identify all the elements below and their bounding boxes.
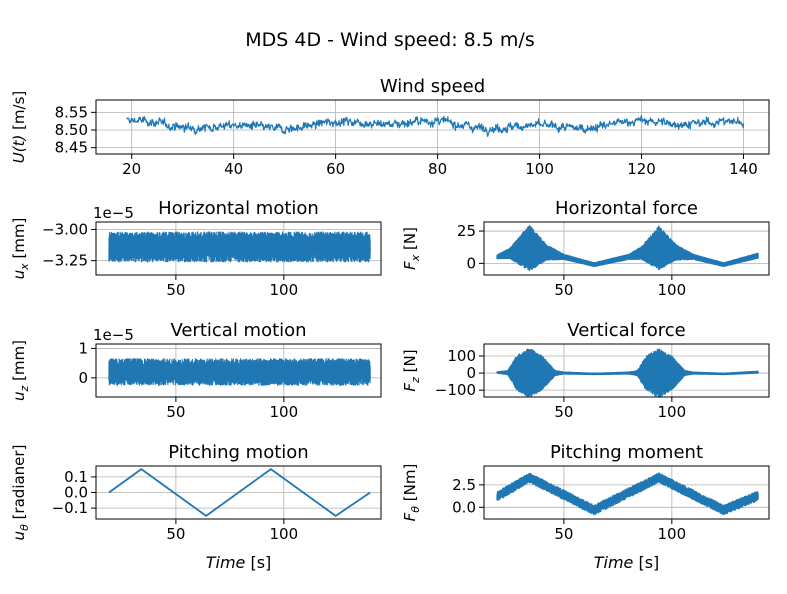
y-tick-label: 0 <box>78 369 88 387</box>
series-line-hforce <box>496 225 759 272</box>
y-tick-label: 100 <box>447 347 476 365</box>
y-tick-label: 0 <box>466 364 476 382</box>
axes-frame <box>95 99 770 155</box>
x-tick-label: 20 <box>122 160 141 178</box>
x-tick-label: 60 <box>326 160 345 178</box>
x-tick-label: 50 <box>554 281 573 299</box>
x-tick-label: 50 <box>554 525 573 543</box>
x-tick-label: 50 <box>166 525 185 543</box>
panel-hmotion: 50 100 −3.00 −3.25 Horizontal motion 1e−5 ux [… <box>10 198 382 299</box>
series-line-hmotion <box>108 231 371 263</box>
x-tick-label: 100 <box>270 281 299 299</box>
axes-frame <box>95 221 382 276</box>
x-tick-label: 50 <box>554 403 573 421</box>
y-tick-label: −3.00 <box>42 220 88 238</box>
x-tick-label: 100 <box>658 281 687 299</box>
y-tick-label: 0.0 <box>64 484 88 502</box>
x-tick-label: 120 <box>627 160 656 178</box>
panel-title: Vertical motion <box>170 320 306 341</box>
x-tick-label: 40 <box>224 160 243 178</box>
panel-title: Horizontal force <box>555 198 698 219</box>
y-tick-label: −0.1 <box>52 499 88 517</box>
axes-frame <box>483 465 770 520</box>
panel-wind: 20 40 60 80 100 120 140 8.458.508.55 Wind speed U… <box>10 76 770 178</box>
x-tick-label: 140 <box>729 160 758 178</box>
y-axis-label: ux [mm] <box>10 218 31 280</box>
y-tick-label: 1 <box>78 339 88 357</box>
x-tick-label: 100 <box>658 403 687 421</box>
y-tick-label: −100 <box>435 381 476 399</box>
panel-title: Wind speed <box>380 76 485 97</box>
y-tick-label: 2.5 <box>452 476 476 494</box>
panel-title: Horizontal motion <box>158 198 319 219</box>
axes-frame <box>95 343 382 398</box>
y-axis-label: Fz [N] <box>401 349 422 391</box>
y-tick-label: −3.25 <box>42 252 88 270</box>
y-tick-label: 8.45 <box>55 139 88 157</box>
x-tick-label: 100 <box>525 160 554 178</box>
y-tick-label: 8.50 <box>55 121 88 139</box>
axes-frame <box>483 343 770 398</box>
y-axis-label: U(t) [m/s] <box>10 91 28 164</box>
panel-pmoment: 50 100 0.0 2.5 Pitching moment Fθ [Nm] Time [s… <box>401 442 770 572</box>
y-axis-label: uz [mm] <box>10 340 31 401</box>
panel-pmotion: 50 100 0.10.0−0.1 Pitching motion uθ [radian… <box>10 442 382 572</box>
panel-hforce: 50 100 0 25 Horizontal force Fx [N] <box>401 198 770 299</box>
series-line-vforce <box>496 348 759 397</box>
y-tick-label: 8.55 <box>55 103 88 121</box>
series-line-pmoment <box>496 472 759 516</box>
y-tick-label: 0.0 <box>452 498 476 516</box>
y-axis-label: uθ [radianer] <box>10 445 31 541</box>
offset-text: 1e−5 <box>93 326 134 344</box>
offset-text: 1e−5 <box>93 204 134 222</box>
y-tick-label: 25 <box>457 222 476 240</box>
series-line-wind <box>126 115 745 137</box>
panel-title: Pitching moment <box>550 442 703 463</box>
x-axis-label: Time [s] <box>594 553 660 572</box>
figure-title: MDS 4D - Wind speed: 8.5 m/s <box>245 29 534 51</box>
x-tick-label: 80 <box>428 160 447 178</box>
panel-title: Pitching motion <box>168 442 308 463</box>
series-line-vmotion <box>108 358 371 386</box>
y-axis-label: Fθ [Nm] <box>401 464 422 522</box>
x-tick-label: 100 <box>270 525 299 543</box>
x-axis-label: Time [s] <box>206 553 272 572</box>
panel-title: Vertical force <box>567 320 685 341</box>
x-tick-label: 50 <box>166 403 185 421</box>
y-axis-label: Fx [N] <box>401 227 422 270</box>
x-tick-label: 100 <box>270 403 299 421</box>
axes-frame <box>483 221 770 276</box>
x-tick-label: 100 <box>658 525 687 543</box>
panel-vmotion: 50 100 0 1 Vertical motion 1e−5 uz [mm] <box>10 320 382 421</box>
series-line-pmotion <box>108 468 371 517</box>
y-tick-label: 0.1 <box>64 468 88 486</box>
x-tick-label: 50 <box>166 281 185 299</box>
y-tick-label: 0 <box>466 254 476 272</box>
